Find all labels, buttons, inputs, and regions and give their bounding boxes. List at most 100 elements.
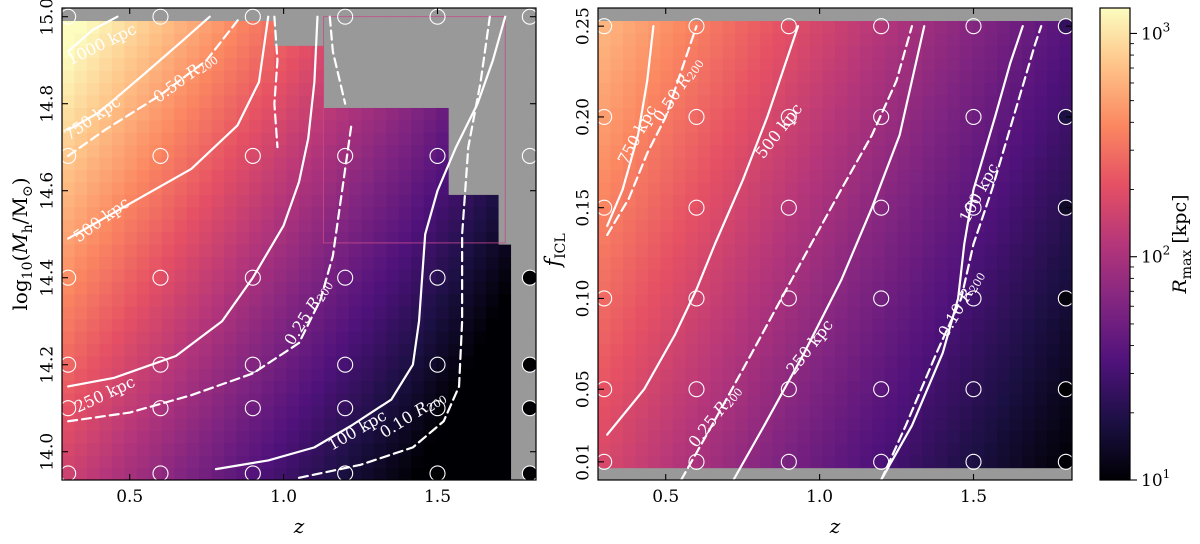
heatmap-cell: [299, 467, 313, 480]
heatmap-cell: [1009, 206, 1023, 220]
sample-point: [688, 290, 705, 307]
heatmap-cell: [86, 244, 101, 258]
heatmap-cell: [486, 467, 500, 480]
colorbar-tick-label: 102: [1141, 244, 1170, 268]
heatmap-cell: [847, 318, 861, 332]
heatmap-cell: [174, 405, 188, 419]
heatmap-cell: [947, 405, 961, 419]
heatmap-cell: [161, 32, 175, 46]
heatmap-cell: [149, 306, 163, 320]
heatmap-cell: [299, 20, 313, 34]
heatmap-cell: [149, 206, 163, 220]
heatmap-cell: [984, 256, 998, 270]
heatmap-cell: [959, 393, 973, 407]
heatmap-cell: [835, 442, 849, 456]
contour-line: [273, 15, 279, 149]
heatmap-cell: [1009, 20, 1023, 34]
heatmap-cell: [461, 455, 475, 469]
heatmap-cell: [884, 169, 898, 183]
heatmap-cell: [124, 57, 138, 71]
heatmap-cell: [361, 107, 375, 121]
heatmap-cell: [436, 231, 450, 245]
heatmap-cell: [934, 231, 948, 245]
heatmap-cell: [635, 231, 649, 245]
heatmap-cell: [909, 219, 923, 233]
heatmap-cell: [1022, 157, 1036, 171]
heatmap-cell: [722, 417, 736, 431]
heatmap-cell: [423, 330, 437, 344]
heatmap-cell: [1047, 231, 1061, 245]
heatmap-cell: [972, 467, 986, 480]
heatmap-cell: [224, 94, 238, 108]
heatmap-cell: [461, 45, 475, 59]
heatmap-cell: [161, 281, 175, 295]
sample-point: [521, 465, 536, 480]
heatmap-cell: [810, 256, 824, 270]
heatmap-cell: [186, 405, 200, 419]
heatmap-cell: [1059, 244, 1072, 258]
heatmap-cell: [872, 281, 886, 295]
heatmap-cell: [199, 417, 213, 431]
heatmap-cell: [1009, 343, 1023, 357]
heatmap-cell: [423, 94, 437, 108]
heatmap-cell: [697, 330, 711, 344]
x-tick-label: 1.5: [960, 487, 987, 507]
heatmap-cell: [411, 194, 425, 208]
heatmap-cell: [261, 45, 275, 59]
heatmap-cell: [797, 405, 811, 419]
heatmap-cell: [1034, 132, 1048, 146]
heatmap-cell: [436, 393, 450, 407]
heatmap-cell: [1059, 57, 1072, 71]
heatmap-cell: [797, 268, 811, 282]
heatmap-cell: [236, 70, 250, 84]
heatmap-cell: [211, 393, 225, 407]
heatmap-cell: [124, 330, 138, 344]
heatmap-cell: [249, 119, 263, 133]
heatmap-cell: [261, 132, 275, 146]
heatmap-cell: [922, 430, 936, 444]
heatmap-cell: [398, 330, 412, 344]
heatmap-cell: [622, 417, 637, 431]
heatmap-cell: [361, 194, 375, 208]
heatmap-cell: [685, 244, 699, 258]
heatmap-cell: [224, 132, 238, 146]
heatmap-cell: [747, 455, 761, 469]
heatmap-cell: [461, 268, 475, 282]
heatmap-cell: [735, 94, 749, 108]
heatmap-cell: [249, 194, 263, 208]
heatmap-cell: [348, 393, 362, 407]
heatmap-cell: [448, 32, 462, 46]
heatmap-cell: [859, 268, 874, 282]
heatmap-cell: [348, 32, 362, 46]
heatmap-cell: [311, 119, 325, 133]
heatmap-cell: [635, 169, 649, 183]
heatmap-cell: [922, 107, 936, 121]
heatmap-cell: [486, 144, 500, 158]
heatmap-cell: [884, 45, 898, 59]
heatmap-cell: [323, 70, 338, 84]
heatmap-cell: [1009, 219, 1023, 233]
heatmap-cell: [86, 380, 101, 394]
heatmap-cell: [436, 206, 450, 220]
heatmap-cell: [411, 430, 425, 444]
heatmap-cell: [872, 306, 886, 320]
heatmap-cell: [822, 417, 836, 431]
heatmap-cell: [660, 169, 674, 183]
heatmap-cell: [598, 368, 612, 382]
heatmap-cell: [423, 430, 437, 444]
heatmap-cell: [336, 119, 350, 133]
heatmap-cell: [822, 144, 836, 158]
heatmap-cell: [760, 32, 774, 46]
heatmap-cell: [111, 206, 125, 220]
heatmap-cell: [909, 268, 923, 282]
heatmap-cell: [211, 169, 225, 183]
heatmap-cell: [436, 244, 450, 258]
heatmap-cell: [922, 256, 936, 270]
heatmap-cell: [311, 132, 325, 146]
heatmap-cell: [1047, 455, 1061, 469]
heatmap-cell: [647, 157, 661, 171]
heatmap-cell: [1034, 343, 1048, 357]
heatmap-cell: [62, 194, 76, 208]
heatmap-cell: [735, 318, 749, 332]
heatmap-cell: [174, 256, 188, 270]
